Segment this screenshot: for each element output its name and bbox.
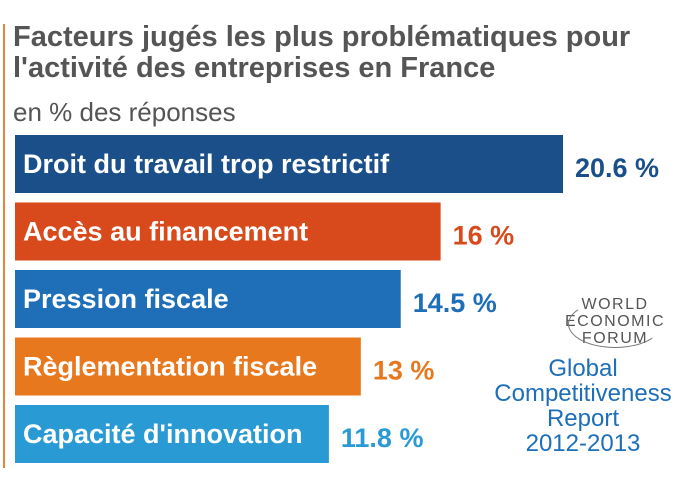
accent-line [3, 24, 5, 468]
source-line-4: 2012-2013 [525, 430, 641, 457]
bar-value-label: 14.5 % [413, 288, 497, 318]
bar-value-label: 13 % [373, 356, 435, 386]
wef-logo: WORLD ECONOMIC FORUM [560, 296, 670, 348]
bar-value-label: 11.8 % [341, 423, 424, 453]
source-line-1: Global [548, 355, 618, 382]
source-note: Global Competitiveness Report 2012-2013 [478, 356, 688, 456]
bar-5 [15, 405, 329, 463]
bar-4 [15, 337, 361, 396]
bar-3 [15, 270, 401, 328]
bar-category-label: Accès au financement [23, 217, 308, 247]
bar-category-label: Règlementation fiscale [23, 352, 317, 382]
source-line-2: Competitiveness [494, 380, 672, 407]
bar-2 [15, 202, 441, 261]
chart-subtitle: en % des réponses [13, 97, 236, 127]
bar-category-label: Capacité d'innovation [23, 419, 302, 449]
bar-value-label: 20.6 % [575, 153, 659, 183]
bar-1 [15, 135, 563, 193]
source-line-3: Report [546, 405, 620, 432]
bar-category-label: Droit du travail trop restrictif [23, 149, 390, 179]
bar-value-label: 16 % [453, 221, 515, 251]
chart-title: Facteurs jugés les plus problématiques p… [13, 21, 631, 84]
bar-category-label: Pression fiscale [23, 284, 229, 314]
logo-arc [568, 300, 662, 348]
